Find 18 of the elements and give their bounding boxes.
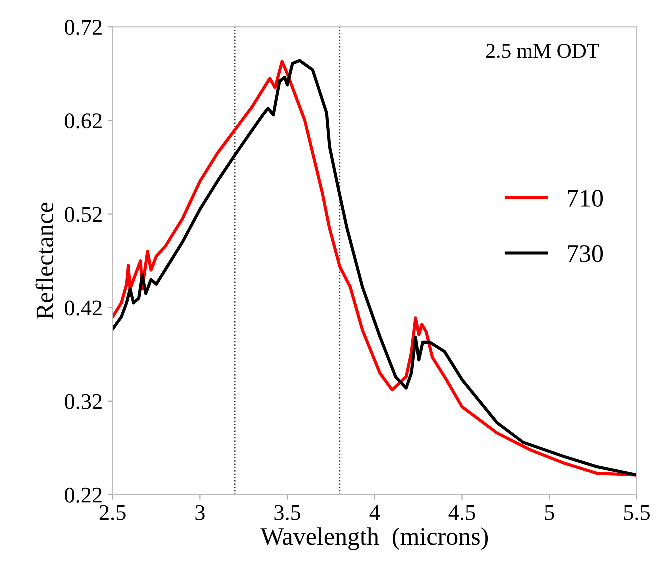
y-tick-label: 0.22	[65, 488, 102, 503]
y-tick-label: 0.42	[65, 300, 102, 316]
y-tick-label: 0.52	[65, 207, 102, 222]
legend-label: 710	[568, 190, 604, 207]
x-tick-label: 2.5	[100, 505, 126, 520]
x-tick-label: 3	[196, 505, 205, 520]
x-tick-label: 4.5	[448, 505, 476, 520]
x-tick-label: 3.5	[274, 505, 301, 520]
legend-label: 730	[568, 245, 604, 262]
y-tick-label: 0.62	[65, 114, 102, 129]
x-axis-title: Wavelength (microns)	[260, 528, 488, 550]
x-tick-label: 5	[545, 506, 554, 520]
y-tick-label: 0.32	[65, 394, 102, 410]
y-tick-label: 0.72	[65, 20, 102, 36]
x-tick-label: 4	[370, 505, 380, 520]
annotation: 2.5 mM ODT	[486, 44, 600, 58]
y-axis-title: Reflectance	[36, 202, 54, 320]
x-tick-label: 5.5	[624, 506, 650, 520]
